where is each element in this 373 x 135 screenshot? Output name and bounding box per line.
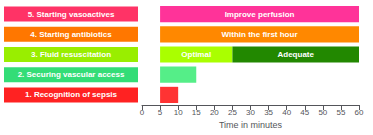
svg-text:Time in minutes: Time in minutes (219, 120, 283, 130)
svg-text:Adequate: Adequate (277, 50, 314, 59)
svg-text:35: 35 (264, 108, 273, 117)
svg-text:10: 10 (174, 108, 183, 117)
svg-text:0: 0 (140, 108, 145, 117)
svg-text:4. Starting antibiotics: 4. Starting antibiotics (30, 30, 112, 39)
svg-text:40: 40 (282, 108, 291, 117)
svg-text:55: 55 (336, 108, 345, 117)
svg-text:20: 20 (210, 108, 219, 117)
svg-text:25: 25 (228, 108, 237, 117)
svg-text:2. Securing vascular access: 2. Securing vascular access (18, 70, 125, 79)
svg-text:15: 15 (192, 108, 201, 117)
svg-text:Improve perfusion: Improve perfusion (225, 10, 295, 19)
svg-text:Within the first hour: Within the first hour (222, 30, 298, 39)
svg-text:30: 30 (246, 108, 255, 117)
svg-text:3. Fluid resuscitation: 3. Fluid resuscitation (31, 50, 111, 59)
svg-text:45: 45 (300, 108, 309, 117)
svg-text:60: 60 (355, 108, 364, 117)
svg-text:Optimal: Optimal (181, 50, 211, 59)
svg-text:5: 5 (158, 108, 163, 117)
svg-text:50: 50 (318, 108, 327, 117)
svg-text:5. Starting vasoactives: 5. Starting vasoactives (28, 10, 115, 19)
svg-text:1. Recognition of sepsis: 1. Recognition of sepsis (25, 90, 118, 99)
